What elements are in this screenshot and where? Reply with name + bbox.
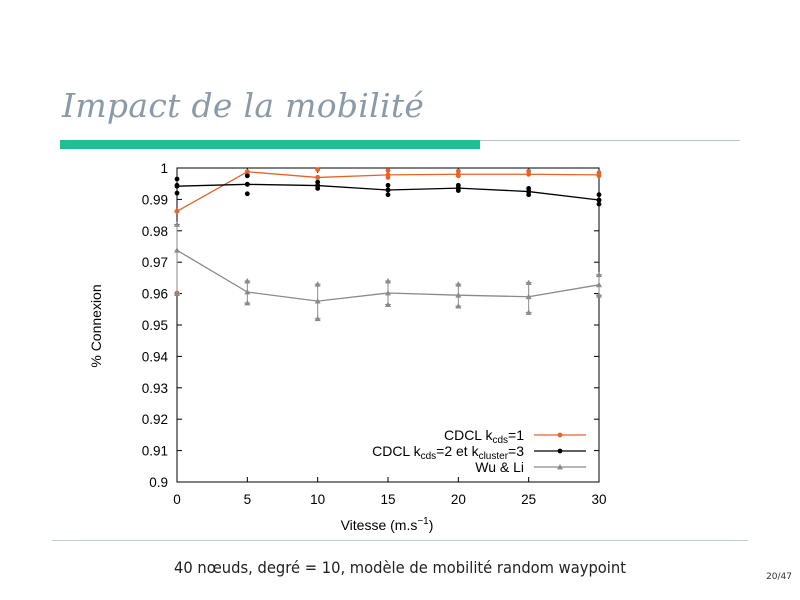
series-2-sample-point (385, 192, 391, 198)
series-3-point (314, 298, 321, 304)
x-tick-label: 0 (173, 492, 181, 507)
y-tick-label: 0.98 (142, 224, 168, 239)
series-1-point (244, 169, 250, 175)
footer-rule (52, 540, 748, 541)
y-tick-label: 0.99 (142, 192, 168, 207)
series-2-sample-point (385, 182, 391, 188)
series-3-error-marker (525, 309, 532, 315)
x-tick-label: 10 (310, 492, 325, 507)
x-tick-label: 15 (380, 492, 395, 507)
series-1-point (174, 208, 180, 214)
series-3-error-marker (174, 221, 180, 227)
series-3-point (174, 247, 180, 253)
y-tick-label: 1 (160, 161, 168, 176)
slide-title: Impact de la mobilité (62, 86, 425, 125)
series-3-error-marker (385, 278, 391, 284)
series-2-sample-point (174, 176, 180, 182)
title-rule (480, 140, 740, 141)
series-2-sample-point (174, 190, 180, 196)
y-tick-label: 0.97 (142, 255, 168, 270)
series-3-error-marker (244, 300, 251, 306)
legend-marker-3 (557, 464, 563, 470)
legend-label-3: Wu & Li (475, 459, 524, 475)
y-tick-label: 0.94 (142, 349, 169, 364)
y-tick-label: 0.91 (142, 444, 168, 459)
title-accent-bar (60, 140, 480, 149)
series-2-sample-point (596, 192, 602, 198)
series-2-sample-point (244, 173, 250, 179)
series-2-sample-point (244, 191, 250, 197)
x-tick-label: 25 (521, 492, 536, 507)
series-1-point (315, 175, 321, 180)
series-1-point (455, 171, 461, 177)
legend-marker-1 (557, 432, 563, 438)
series-3-point (385, 289, 391, 296)
y-tick-label: 0.9 (149, 475, 168, 490)
series-3-error-marker (314, 281, 321, 287)
series-2-point (526, 189, 532, 194)
series-2-point (315, 183, 321, 188)
legend-label-1: CDCL kcds=1 (444, 427, 524, 446)
series-3-error-marker (596, 271, 602, 278)
series-2-point (244, 181, 250, 187)
series-1-point (526, 171, 532, 177)
y-tick-label: 0.95 (142, 318, 168, 333)
legend-marker-2 (557, 448, 563, 454)
y-tick-label: 0.96 (142, 287, 168, 302)
series-3-error-marker (455, 303, 462, 309)
y-axis-label: % Connexion (88, 284, 104, 367)
series-3-point (455, 292, 462, 298)
legend-label-2: CDCL kcds=2 et kcluster=3 (372, 443, 524, 462)
series-2-point (174, 183, 180, 189)
slide-caption: 40 nœuds, degré = 10, modèle de mobilité… (173, 558, 627, 577)
y-tick-label: 0.92 (142, 412, 168, 427)
series-2-point (385, 187, 391, 193)
y-tick-label: 0.93 (142, 381, 168, 396)
series-3-point (525, 293, 532, 300)
x-tick-label: 30 (591, 492, 606, 507)
x-axis-label: Vitesse (m.s−1) (341, 516, 434, 533)
series-3-error-marker (596, 292, 602, 298)
series-1-sample-point (315, 167, 321, 172)
series-2-sample-point (315, 179, 321, 185)
series-2-point (455, 185, 461, 191)
page-number: 20/47 (766, 572, 792, 582)
series-1-sample-point (385, 168, 391, 173)
x-tick-label: 20 (451, 492, 466, 507)
series-3-point (244, 289, 251, 295)
series-2-point (596, 197, 602, 203)
series-3-error-marker (525, 279, 532, 286)
series-1-point (596, 172, 602, 178)
series-3-point (596, 281, 602, 288)
series-3-error-marker (314, 315, 321, 322)
series-3-error-marker (455, 281, 462, 287)
series-3-error-marker (244, 278, 251, 284)
series-3-error-marker (174, 290, 180, 296)
series-3-error-marker (385, 301, 391, 307)
series-2-sample-point (596, 201, 602, 207)
series-1-point (385, 172, 391, 178)
x-tick-label: 5 (244, 492, 252, 507)
